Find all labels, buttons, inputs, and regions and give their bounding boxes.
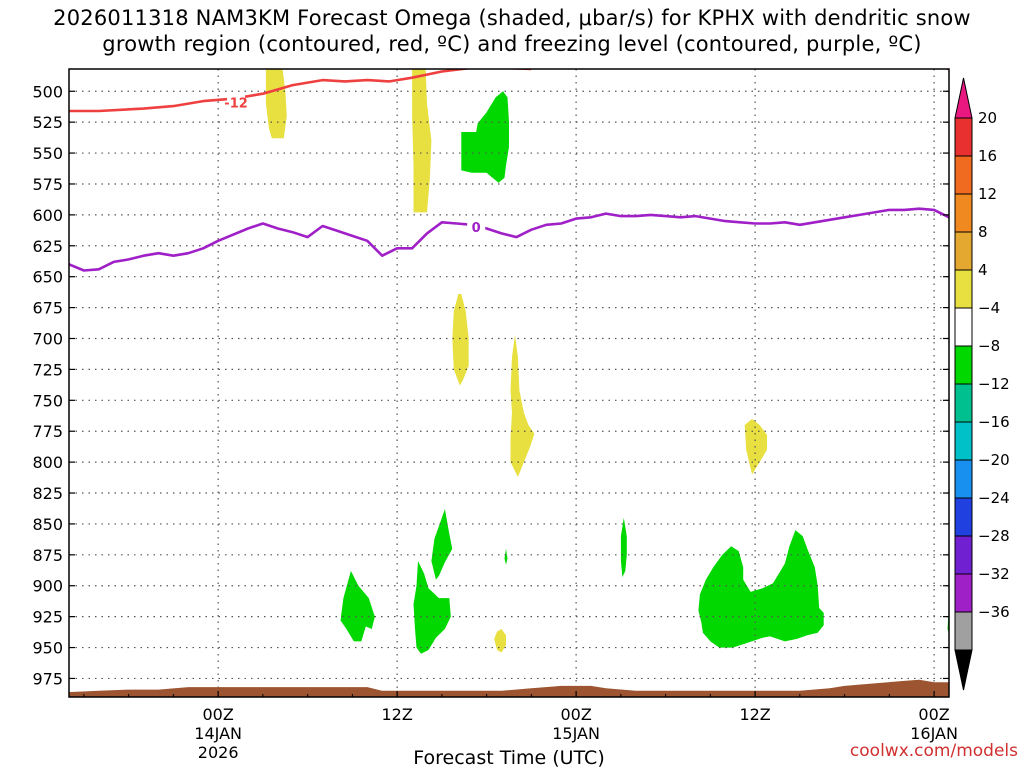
terrain-fill — [69, 679, 949, 697]
colorbar-segment-2 — [954, 193, 973, 233]
colorbar-label-3: 8 — [978, 223, 988, 241]
x-tick-label-4-1: 16JAN — [910, 724, 958, 743]
omega-region-2 — [461, 91, 509, 183]
y-tick-label-675: 675 — [32, 299, 63, 318]
colorbar-label-10: −24 — [978, 489, 1010, 507]
colorbar-label-0: 20 — [978, 109, 997, 127]
contour-label-bg-freezing_level — [467, 219, 486, 235]
y-tick-label-800: 800 — [32, 453, 63, 472]
y-tick-label-850: 850 — [32, 515, 63, 534]
y-tick-label-625: 625 — [32, 237, 63, 256]
colorbar: 20 16 12 8 4 −4 −8 −12 −16 −20 −24 −28 −32 −36 — [954, 77, 1010, 691]
x-tick-label-2-0: 00Z — [560, 705, 591, 724]
omega-region-10 — [494, 629, 506, 653]
colorbar-segment-11 — [954, 535, 973, 575]
y-tick-label-975: 975 — [32, 669, 63, 688]
y-tick-label-900: 900 — [32, 577, 63, 596]
gridlines — [69, 69, 949, 697]
omega-shading-layer — [265, 69, 949, 654]
colorbar-segment-8 — [954, 421, 973, 461]
colorbar-label-8: −16 — [978, 413, 1010, 431]
contour-label-freezing_level: 0 — [472, 221, 481, 236]
y-tick-label-750: 750 — [32, 391, 63, 410]
omega-region-6 — [431, 509, 453, 580]
y-tick-label-500: 500 — [32, 82, 63, 101]
omega-region-12 — [698, 530, 824, 648]
contour-freezing_level — [69, 207, 949, 272]
omega-region-9 — [504, 548, 508, 565]
colorbar-segment-5 — [954, 307, 973, 347]
contour-dendritic_growth — [69, 69, 532, 113]
omega-region-8 — [413, 561, 451, 654]
omega-region-11 — [620, 517, 627, 578]
colorbar-label-7: −12 — [978, 375, 1010, 393]
omega-region-1 — [412, 69, 432, 213]
chart-title-line-1: 2026011318 NAM3KM Forecast Omega (shaded… — [53, 6, 971, 30]
omega-region-7 — [340, 570, 375, 642]
x-axis-label: Forecast Time (UTC) — [413, 747, 604, 768]
colorbar-top-arrow — [954, 77, 973, 119]
colorbar-segment-7 — [954, 383, 973, 423]
y-tick-label-925: 925 — [32, 608, 63, 627]
x-tick-label-0-0: 00Z — [202, 705, 233, 724]
x-tick-label-0-2: 2026 — [198, 743, 239, 762]
colorbar-segment-6 — [954, 345, 973, 385]
colorbar-segment-13 — [954, 611, 973, 651]
colorbar-segment-12 — [954, 573, 973, 613]
y-tick-label-700: 700 — [32, 329, 63, 348]
contour-label-dendritic_growth: -12 — [224, 96, 248, 111]
y-tick-label-575: 575 — [32, 175, 63, 194]
colorbar-bottom-arrow — [954, 649, 973, 691]
terrain-layer — [69, 679, 949, 697]
x-tick-label-1-0: 12Z — [381, 705, 412, 724]
omega-region-5 — [744, 418, 767, 475]
contour-layer: -12 0 — [69, 69, 949, 272]
y-tick-label-775: 775 — [32, 422, 63, 441]
y-tick-label-650: 650 — [32, 268, 63, 287]
omega-region-0 — [265, 69, 287, 139]
y-tick-label-875: 875 — [32, 546, 63, 565]
omega-region-3 — [452, 294, 469, 386]
colorbar-label-2: 12 — [978, 185, 997, 203]
y-tick-label-950: 950 — [32, 639, 63, 658]
colorbar-label-13: −36 — [978, 603, 1010, 621]
colorbar-label-11: −28 — [978, 527, 1010, 545]
x-tick-label-2-1: 15JAN — [552, 724, 600, 743]
omega-region-4 — [510, 334, 535, 477]
y-tick-label-825: 825 — [32, 484, 63, 503]
colorbar-segment-10 — [954, 497, 973, 537]
plot-frame — [68, 68, 950, 698]
colorbar-segment-9 — [954, 459, 973, 499]
site-credit: coolwx.com/models — [849, 741, 1018, 761]
contour-label-bg-dendritic_growth — [227, 94, 246, 110]
colorbar-label-4: 4 — [978, 261, 988, 279]
colorbar-segment-0 — [954, 117, 973, 157]
chart-title-line-2: growth region (contoured, red, ºC) and f… — [102, 32, 922, 56]
colorbar-label-1: 16 — [978, 147, 997, 165]
x-tick-label-0-1: 14JAN — [194, 724, 242, 743]
y-tick-label-725: 725 — [32, 360, 63, 379]
colorbar-label-12: −32 — [978, 565, 1010, 583]
colorbar-label-5: −4 — [978, 299, 1000, 317]
colorbar-segment-1 — [954, 155, 973, 195]
y-tick-label-600: 600 — [32, 206, 63, 225]
y-tick-label-550: 550 — [32, 144, 63, 163]
colorbar-segment-4 — [954, 269, 973, 309]
colorbar-segment-3 — [954, 231, 973, 271]
x-tick-label-3-0: 12Z — [739, 705, 770, 724]
x-tick-label-4-0: 00Z — [918, 705, 949, 724]
colorbar-label-6: −8 — [978, 337, 1000, 355]
y-axis: 500 525 550 575 600 625 650 675 700 725 750 775 800 8… — [32, 82, 949, 688]
colorbar-label-9: −20 — [978, 451, 1010, 469]
y-tick-label-525: 525 — [32, 113, 63, 132]
